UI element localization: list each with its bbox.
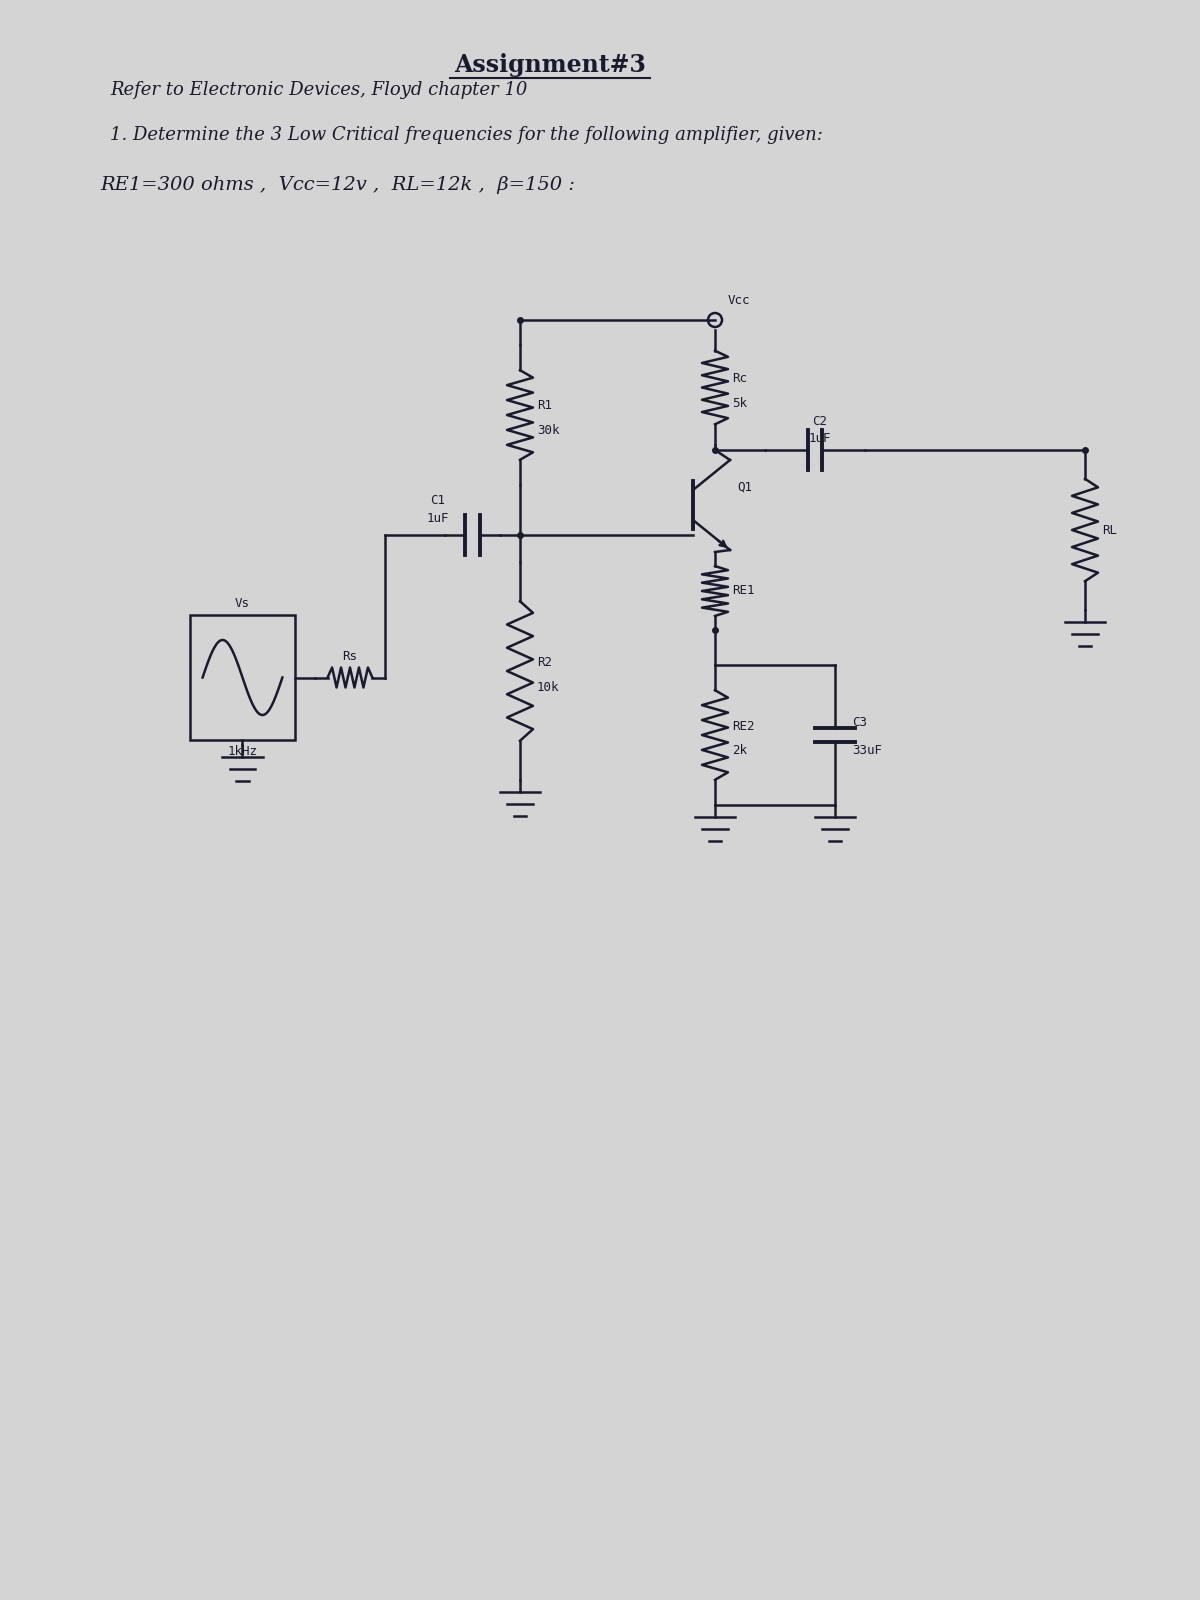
Text: Rs: Rs — [342, 651, 358, 664]
Text: C2: C2 — [812, 414, 828, 427]
Text: 10k: 10k — [538, 680, 559, 693]
Text: RE1: RE1 — [732, 584, 755, 597]
Text: 1uF: 1uF — [426, 512, 449, 525]
Text: 1kHz: 1kHz — [228, 746, 258, 758]
Text: Q1: Q1 — [737, 480, 752, 493]
Text: 33uF: 33uF — [852, 744, 882, 757]
Text: RL: RL — [1102, 523, 1117, 536]
Text: R1: R1 — [538, 400, 552, 413]
Text: 30k: 30k — [538, 424, 559, 437]
Text: C3: C3 — [852, 717, 866, 730]
Text: Assignment#3: Assignment#3 — [454, 53, 646, 77]
Bar — [190, 614, 295, 739]
Text: RE1=300 ohms ,  Vcc=12v ,  RL=12k ,  β=150 :: RE1=300 ohms , Vcc=12v , RL=12k , β=150 … — [100, 176, 575, 194]
Text: 2k: 2k — [732, 744, 746, 757]
Text: RE2: RE2 — [732, 720, 755, 733]
Text: 1. Determine the 3 Low Critical frequencies for the following amplifier, given:: 1. Determine the 3 Low Critical frequenc… — [110, 126, 823, 144]
Text: Rc: Rc — [732, 371, 746, 386]
Text: Vcc: Vcc — [728, 294, 750, 307]
Text: Refer to Electronic Devices, Floyd chapter 10: Refer to Electronic Devices, Floyd chapt… — [110, 82, 527, 99]
Text: R2: R2 — [538, 656, 552, 669]
Text: C1: C1 — [430, 494, 445, 507]
Text: Vs: Vs — [235, 597, 250, 610]
Text: 1uF: 1uF — [809, 432, 832, 445]
Text: 5k: 5k — [732, 397, 746, 410]
